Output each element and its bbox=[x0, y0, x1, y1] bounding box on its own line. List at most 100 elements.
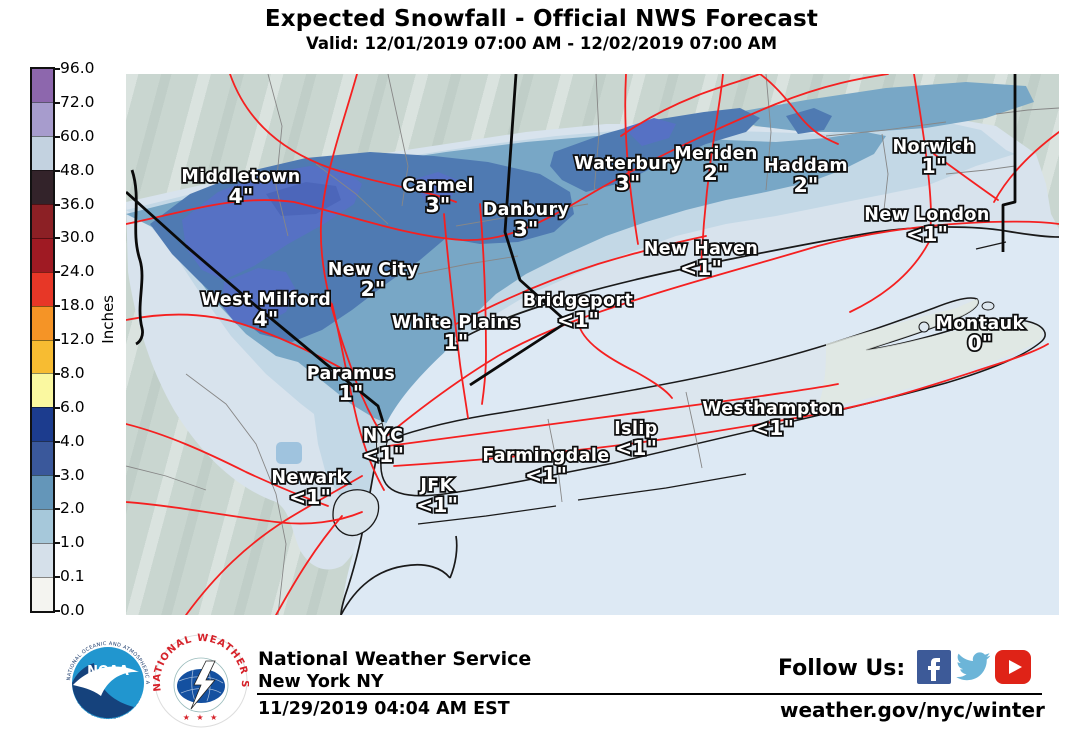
colorbar-segment bbox=[32, 373, 53, 408]
colorbar-segment bbox=[32, 543, 53, 578]
colorbar-segment bbox=[32, 135, 53, 170]
city-label: West Milford bbox=[201, 290, 331, 310]
city-snowfall-value: <1" bbox=[752, 416, 794, 440]
city-label: Danbury bbox=[483, 200, 570, 220]
colorbar-tick-label: 6.0 bbox=[60, 397, 85, 416]
city-snowfall-value: <1" bbox=[906, 222, 948, 246]
city-label: New City bbox=[328, 260, 419, 280]
colorbar-tick-label: 0.1 bbox=[60, 567, 85, 586]
city-snowfall-value: 3" bbox=[514, 217, 539, 241]
footer-issued-timestamp: 11/29/2019 04:04 AM EST bbox=[258, 699, 510, 719]
colorbar-tick-label: 48.0 bbox=[60, 160, 95, 179]
city-label: Bridgeport bbox=[523, 291, 633, 311]
footer-divider bbox=[257, 693, 1042, 695]
colorbar-segment bbox=[32, 69, 53, 102]
colorbar-unit-label: Inches bbox=[99, 295, 117, 344]
city-snowfall-value: 2" bbox=[704, 161, 729, 185]
colorbar-tick-label: 12.0 bbox=[60, 330, 95, 348]
colorbar-tick-label: 72.0 bbox=[60, 92, 95, 111]
facebook-icon[interactable] bbox=[917, 650, 951, 684]
city-label: JFK bbox=[419, 476, 454, 496]
colorbar-segment bbox=[32, 203, 53, 238]
city-label: New Haven bbox=[644, 239, 759, 259]
state-borders bbox=[126, 74, 1017, 423]
colorbar-tick-label: 8.0 bbox=[60, 363, 85, 382]
colorbar-tickmark bbox=[55, 305, 60, 308]
colorbar-segment bbox=[32, 101, 53, 136]
barrier-islands bbox=[417, 241, 1007, 525]
city-label: Norwich bbox=[892, 137, 975, 157]
manhattan bbox=[375, 422, 388, 463]
city-label: Islip bbox=[614, 419, 657, 439]
noaa-logo: NATIONAL OCEANIC AND ATMOSPHERIC ADMINIS… bbox=[62, 637, 153, 728]
footer-url[interactable]: weather.gov/nyc/winter bbox=[780, 698, 1045, 722]
colorbar-tickmark bbox=[55, 576, 60, 579]
city-label: Westhampton bbox=[702, 399, 844, 419]
city-snowfall-value: 2" bbox=[794, 173, 819, 197]
colorbar-tickmark bbox=[55, 508, 60, 511]
colorbar-tickmark bbox=[55, 474, 60, 477]
city-snowfall-value: 1" bbox=[339, 381, 364, 405]
city-snowfall-value: 4" bbox=[254, 307, 279, 331]
city-label: Montauk bbox=[936, 314, 1025, 334]
county-borders bbox=[126, 74, 1059, 615]
shelter-island bbox=[918, 321, 930, 333]
colorbar-tick-label: 3.0 bbox=[60, 465, 85, 484]
city-label: Farmingdale bbox=[482, 446, 609, 466]
twitter-icon[interactable] bbox=[955, 650, 991, 684]
noaa-seagull bbox=[73, 666, 139, 696]
city-label: New London bbox=[864, 205, 989, 225]
lake bbox=[276, 442, 302, 464]
colorbar-tickmark bbox=[55, 169, 60, 172]
colorbar-tickmark bbox=[55, 203, 60, 206]
colorbar-tick-label: 18.0 bbox=[60, 296, 95, 315]
city-snowfall-value: 2" bbox=[361, 277, 386, 301]
long-island bbox=[332, 241, 1046, 537]
colorbar-segment bbox=[32, 577, 53, 611]
follow-us-label: Follow Us: bbox=[778, 656, 906, 681]
colorbar-tick-label: 30.0 bbox=[60, 228, 95, 247]
colorbar-tick-label: 4.0 bbox=[60, 431, 85, 450]
city-label: Middletown bbox=[181, 167, 300, 187]
staten-island bbox=[332, 489, 380, 537]
noaa-wordmark: NOAA bbox=[87, 664, 129, 679]
city-snowfall-value: 3" bbox=[616, 171, 641, 195]
nws-stars: ★ ★ ★ bbox=[183, 713, 220, 722]
colorbar-tick-label: 24.0 bbox=[60, 262, 95, 281]
colorbar-tickmark bbox=[55, 406, 60, 409]
valid-period: Valid: 12/01/2019 07:00 AM - 12/02/2019 … bbox=[306, 34, 777, 53]
colorbar-segment bbox=[32, 305, 53, 340]
colorbar-tickmark bbox=[55, 101, 60, 104]
colorbar-tick-label: 60.0 bbox=[60, 126, 95, 145]
city-snowfall-value: 1" bbox=[444, 330, 469, 354]
social-icons bbox=[917, 650, 1031, 684]
colorbar-tickmark bbox=[55, 68, 60, 70]
colorbar-tickmark bbox=[55, 339, 60, 341]
nws-logo: NATIONAL WEATHER SERVICE ★ ★ ★ bbox=[153, 633, 249, 728]
city-label: Carmel bbox=[402, 176, 474, 196]
colorbar-segment bbox=[32, 237, 53, 272]
city-label: Newark bbox=[271, 468, 348, 488]
colorbar-tickmark bbox=[55, 237, 60, 240]
lake bbox=[298, 472, 312, 484]
footer-agency: National Weather Service bbox=[258, 648, 532, 670]
colorbar-segment bbox=[32, 169, 53, 204]
colorbar-tickmark bbox=[55, 542, 60, 545]
colorbar-tick-label: 2.0 bbox=[60, 499, 85, 518]
colorbar-segment bbox=[32, 339, 53, 374]
colorbar-tickmark bbox=[55, 135, 60, 138]
city-snowfall-value: <1" bbox=[557, 308, 599, 332]
city-snowfall-value: 3" bbox=[426, 193, 451, 217]
nws-lightning-bolt bbox=[190, 660, 216, 710]
youtube-icon[interactable] bbox=[995, 650, 1031, 684]
colorbar-tickmark bbox=[55, 372, 60, 375]
city-snowfall-value: 4" bbox=[229, 184, 254, 208]
city-label: Waterbury bbox=[574, 154, 682, 174]
page-title: Expected Snowfall - Official NWS Forecas… bbox=[264, 6, 819, 32]
city-snowfall-value: <1" bbox=[615, 436, 657, 460]
colorbar-segment bbox=[32, 441, 53, 476]
snowfall-colorbar bbox=[30, 67, 55, 613]
